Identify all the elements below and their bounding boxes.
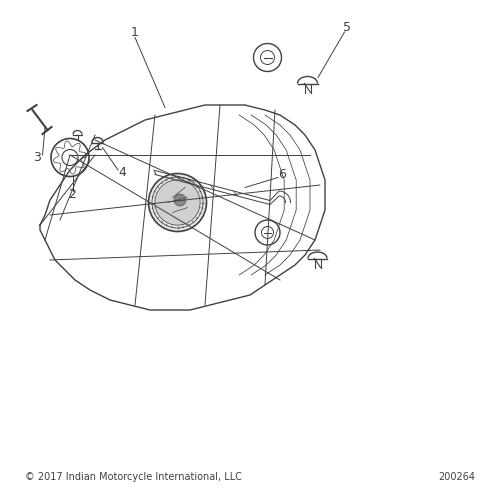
Text: 2: 2 (68, 188, 76, 202)
Text: 5: 5 (344, 21, 351, 34)
Text: 200264: 200264 (438, 472, 475, 482)
Circle shape (148, 174, 206, 232)
Text: 3: 3 (34, 151, 42, 164)
Circle shape (174, 194, 186, 206)
Text: 6: 6 (278, 168, 286, 181)
Circle shape (155, 180, 200, 225)
Text: 4: 4 (118, 166, 126, 179)
Text: 1: 1 (131, 26, 139, 39)
Text: © 2017 Indian Motorcycle International, LLC: © 2017 Indian Motorcycle International, … (25, 472, 242, 482)
